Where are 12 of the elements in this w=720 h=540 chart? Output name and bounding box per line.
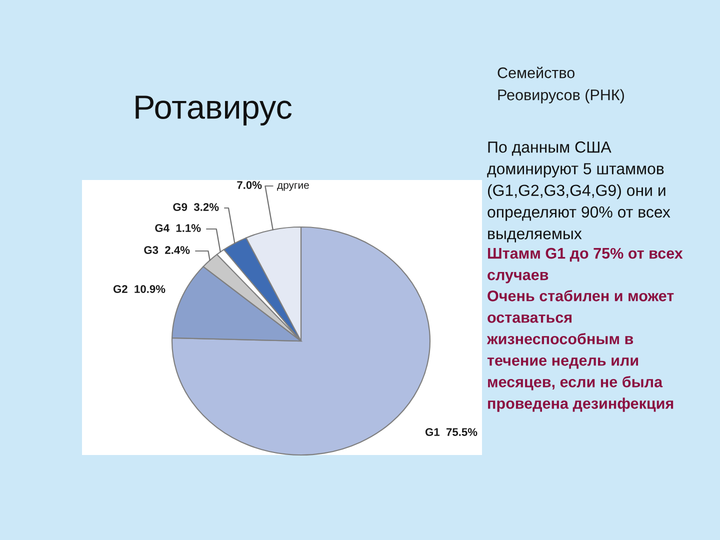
text: Штамм G1 до 75% от всех случаев [488,248,683,284]
slice-label: G1 75.5% [425,428,478,436]
text: Очень стабилен и может оставаться жизнеспособным в течение недель или месяцев, если не была проведена дезинфекция [486,290,674,412]
slice-label: G3 2.4% [144,246,190,254]
slice-label: другие [277,183,309,191]
slice-label: G2 10.9% [113,285,166,293]
slice-label: G4 1.1% [155,224,201,232]
text: По данным США доминируют 5 штаммов (G1,G2,G3,G4,G9) они и определяют 90% от всех выделяемых [487,141,670,242]
slice-label: G9 3.2% [173,203,219,211]
chart-title: Ротавирус [136,96,292,126]
text: Семейство Реовирусов (РНК) [498,66,624,104]
data-label: 7.0% [237,181,262,189]
